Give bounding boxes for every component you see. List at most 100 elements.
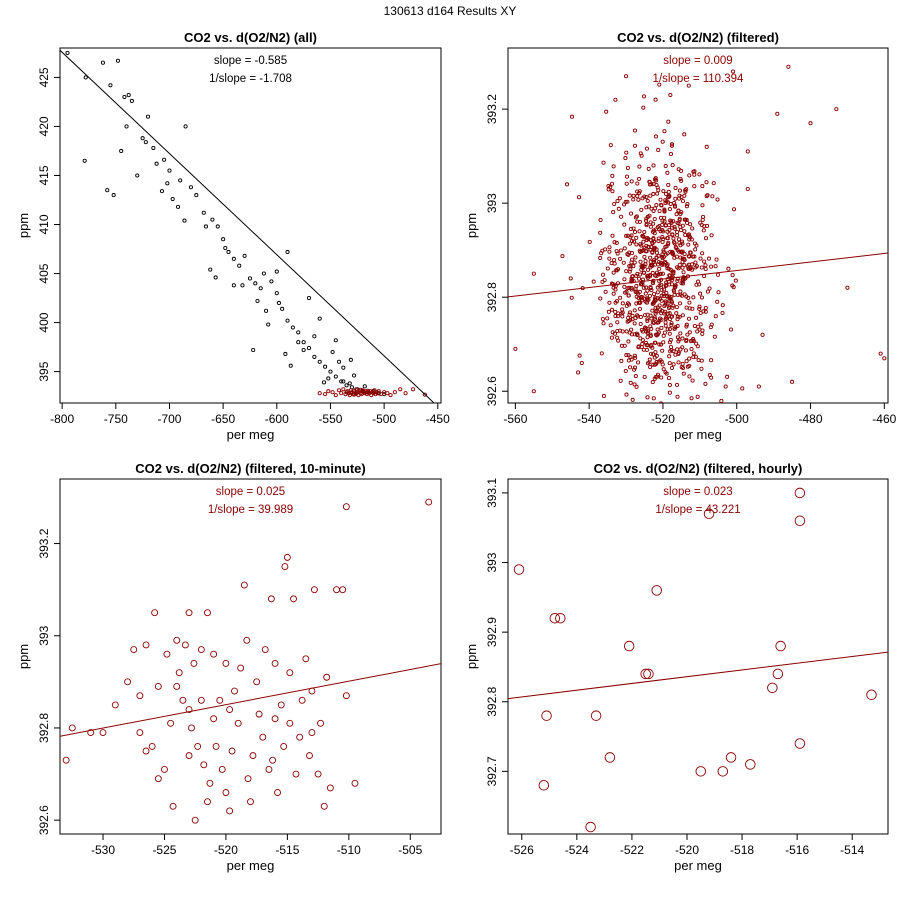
data-point bbox=[339, 391, 344, 396]
data-point bbox=[625, 233, 630, 238]
data-point bbox=[672, 224, 677, 230]
data-point bbox=[657, 318, 662, 323]
plot-area bbox=[508, 64, 888, 436]
data-point bbox=[682, 257, 687, 262]
y-axis-label: ppm bbox=[464, 213, 479, 238]
data-point bbox=[628, 380, 633, 385]
data-point bbox=[549, 612, 561, 624]
data-point bbox=[699, 358, 704, 363]
data-point bbox=[660, 254, 665, 259]
data-point bbox=[170, 196, 175, 202]
data-point bbox=[216, 696, 224, 704]
data-point bbox=[689, 346, 694, 352]
data-point bbox=[108, 83, 113, 88]
data-point bbox=[680, 313, 685, 318]
data-point bbox=[621, 260, 626, 265]
data-point bbox=[710, 194, 715, 199]
data-point bbox=[615, 320, 620, 325]
data-point bbox=[706, 256, 712, 261]
data-point bbox=[685, 264, 691, 269]
data-point bbox=[675, 220, 680, 225]
x-tick-label: -520 bbox=[214, 843, 238, 857]
data-point bbox=[661, 428, 664, 431]
data-point bbox=[627, 241, 633, 246]
x-tick-label: -460 bbox=[872, 412, 896, 426]
data-point bbox=[694, 315, 699, 320]
data-point bbox=[646, 204, 652, 209]
data-point bbox=[637, 229, 642, 234]
data-point bbox=[598, 217, 603, 222]
data-point bbox=[687, 237, 692, 242]
data-point bbox=[699, 366, 704, 371]
data-point bbox=[274, 291, 279, 296]
data-point bbox=[646, 166, 651, 171]
data-point bbox=[688, 222, 693, 227]
data-point bbox=[678, 289, 683, 294]
y-axis-label: ppm bbox=[16, 644, 31, 669]
data-point bbox=[655, 191, 660, 196]
x-tick-label: -480 bbox=[799, 412, 823, 426]
x-tick-label: -500 bbox=[372, 412, 396, 426]
data-point bbox=[680, 366, 686, 371]
data-point bbox=[234, 719, 242, 727]
data-point bbox=[339, 379, 344, 384]
data-point bbox=[684, 324, 689, 329]
data-point bbox=[111, 701, 119, 709]
data-point bbox=[687, 173, 692, 178]
data-point bbox=[620, 301, 625, 306]
data-point bbox=[285, 249, 290, 255]
data-point bbox=[162, 157, 167, 162]
data-point bbox=[579, 360, 584, 366]
data-point bbox=[652, 177, 658, 182]
data-point bbox=[760, 332, 765, 337]
data-point bbox=[632, 365, 638, 370]
data-point bbox=[210, 650, 218, 658]
x-tick-label: -505 bbox=[398, 843, 422, 857]
data-point bbox=[657, 208, 662, 214]
data-point bbox=[602, 278, 607, 283]
data-point bbox=[111, 193, 116, 198]
data-point bbox=[628, 267, 633, 272]
data-point bbox=[663, 300, 668, 305]
data-point bbox=[673, 352, 678, 357]
data-point bbox=[705, 193, 710, 198]
data-point bbox=[661, 237, 666, 242]
data-point bbox=[644, 146, 649, 151]
x-tick-label: -550 bbox=[318, 412, 342, 426]
data-point bbox=[656, 259, 661, 265]
data-point bbox=[154, 161, 159, 166]
data-point bbox=[669, 323, 674, 328]
data-point bbox=[667, 426, 670, 429]
plot-frame bbox=[59, 47, 442, 404]
data-point bbox=[675, 394, 680, 399]
data-point bbox=[348, 357, 353, 362]
data-point bbox=[684, 402, 686, 403]
data-point bbox=[636, 344, 641, 349]
data-point bbox=[679, 249, 684, 254]
data-point bbox=[388, 393, 393, 398]
data-point bbox=[612, 240, 617, 245]
data-point bbox=[163, 650, 171, 658]
data-point bbox=[613, 97, 618, 102]
data-point bbox=[686, 295, 691, 300]
x-tick-label: -515 bbox=[275, 843, 299, 857]
data-point bbox=[637, 248, 642, 253]
data-point bbox=[654, 353, 659, 358]
data-point bbox=[628, 414, 631, 417]
x-tick-label: -750 bbox=[104, 412, 128, 426]
data-point bbox=[178, 178, 183, 183]
data-point bbox=[648, 364, 653, 370]
data-point bbox=[682, 217, 687, 222]
data-point bbox=[560, 254, 565, 259]
data-point bbox=[720, 310, 725, 316]
slope-annotation: 1/slope = 43.221 bbox=[655, 504, 740, 516]
data-point bbox=[845, 285, 850, 290]
data-point bbox=[609, 261, 614, 266]
data-point bbox=[354, 391, 359, 396]
data-point bbox=[664, 290, 669, 295]
data-point bbox=[682, 229, 687, 234]
data-point bbox=[662, 433, 665, 436]
data-point bbox=[627, 193, 632, 198]
y-tick-label: 392.6 bbox=[37, 805, 51, 835]
data-point bbox=[639, 264, 644, 269]
